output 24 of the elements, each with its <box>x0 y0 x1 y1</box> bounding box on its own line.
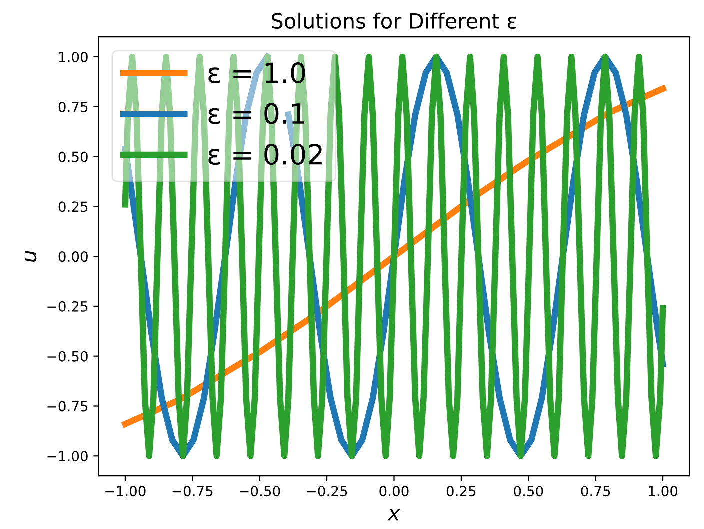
x-axis-title: x <box>388 509 401 521</box>
legend-label: ε = 0.1 <box>208 103 304 124</box>
legend-label: ε = 1.0 <box>208 62 306 84</box>
y-tick-label: −0.50 <box>48 351 88 362</box>
x-tick-label: 0.00 <box>380 486 409 497</box>
x-tick-label: 0.50 <box>514 486 544 497</box>
x-tick-label: −0.75 <box>172 486 213 497</box>
chart-title: Solutions for Different ε <box>272 12 516 29</box>
y-tick-label: 0.50 <box>58 152 88 162</box>
x-tick-label: −1.00 <box>106 486 146 497</box>
y-tick-label: −0.75 <box>48 401 88 412</box>
y-axis-title: u <box>24 250 37 262</box>
x-tick-label: −0.25 <box>307 486 348 497</box>
y-tick-label: 1.00 <box>59 52 88 62</box>
y-tick-label: 0.00 <box>58 252 88 262</box>
y-tick-label: −0.25 <box>48 301 88 312</box>
y-tick-label: 0.25 <box>58 202 88 212</box>
x-tick-label: 1.00 <box>649 486 678 497</box>
y-tick-label: 0.75 <box>58 102 88 112</box>
x-tick-label: 0.75 <box>581 486 610 497</box>
x-tick-label: −0.50 <box>240 486 280 497</box>
x-tick-label: 0.25 <box>446 486 476 497</box>
y-tick-label: −1.00 <box>48 451 88 462</box>
legend-label: ε = 0.02 <box>208 144 322 166</box>
